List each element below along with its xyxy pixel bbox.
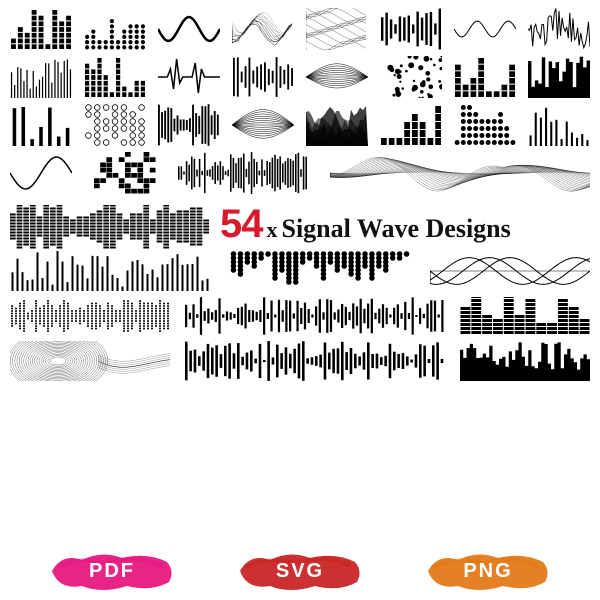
design-dot-waveform xyxy=(10,297,170,335)
design-row2-4 xyxy=(306,56,368,98)
design-block-skyline xyxy=(460,297,590,335)
design-row2-0 xyxy=(10,56,72,98)
design-row1-2 xyxy=(158,8,220,50)
headline: 54xSignal Wave Designs xyxy=(220,202,511,247)
headline-text: Signal Wave Designs xyxy=(282,214,511,244)
design-bars-histogram xyxy=(10,251,210,291)
design-row1-3 xyxy=(232,8,294,50)
design-row4-1 xyxy=(94,152,156,194)
design-row1-7 xyxy=(528,8,590,50)
design-sine-overlap xyxy=(430,251,590,291)
design-row4-0 xyxy=(10,152,72,194)
design-pixel-waveform xyxy=(10,205,210,249)
design-row2-5 xyxy=(380,56,442,98)
badge-label: PDF xyxy=(89,560,135,583)
design-row3-6 xyxy=(454,104,516,146)
design-row3-7 xyxy=(528,104,590,146)
design-row2-3 xyxy=(232,56,294,98)
design-row1-1 xyxy=(84,8,146,50)
design-row3-0 xyxy=(10,104,72,146)
format-badges: PDF SVG PNG xyxy=(0,548,600,594)
design-row4-3 xyxy=(330,152,590,194)
design-grid: 54xSignal Wave Designs xyxy=(0,0,600,389)
badge-svg: SVG xyxy=(235,548,365,594)
design-spikes-sparse xyxy=(185,341,445,381)
design-hill-bars xyxy=(460,341,590,381)
design-row2-2 xyxy=(158,56,220,98)
badge-label: PNG xyxy=(463,560,512,583)
design-row3-3 xyxy=(232,104,294,146)
design-row3-4 xyxy=(306,104,368,146)
design-row1-4 xyxy=(306,8,368,50)
design-row1-5 xyxy=(380,8,442,50)
design-row2-7 xyxy=(528,56,590,98)
headline-count: 54 xyxy=(220,202,263,247)
design-row3-1 xyxy=(84,104,146,146)
design-row1-0 xyxy=(10,8,72,50)
badge-label: SVG xyxy=(276,560,324,583)
design-torus xyxy=(10,341,170,381)
design-row3-2 xyxy=(158,104,220,146)
design-row2-6 xyxy=(454,56,516,98)
design-dot-histogram xyxy=(230,251,410,291)
headline-x: x xyxy=(267,217,278,243)
design-row1-6 xyxy=(454,8,516,50)
badge-png: PNG xyxy=(423,548,553,594)
design-spikes-waveform xyxy=(185,297,445,335)
badge-pdf: PDF xyxy=(47,548,177,594)
design-row3-5 xyxy=(380,104,442,146)
design-row4-2 xyxy=(178,152,308,194)
design-row2-1 xyxy=(84,56,146,98)
